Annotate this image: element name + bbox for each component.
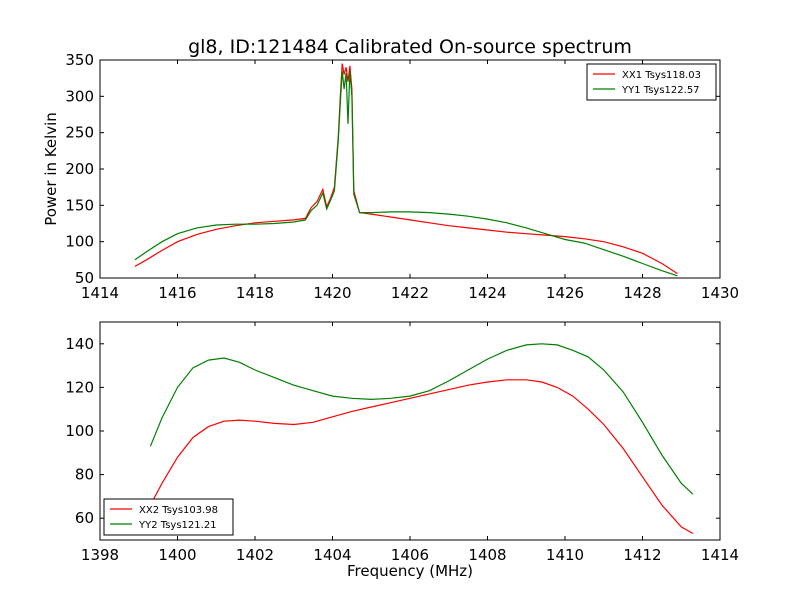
top-x-tick-label: 1430 [701,284,739,302]
bottom-legend-box [103,498,234,536]
top-y-tick-label: 100 [65,233,94,251]
top-y-axis-label: Power in Kelvin [42,112,60,226]
bottom-x-tick-label: 1412 [623,546,661,564]
top-y-tick-label: 250 [65,124,94,142]
bottom-legend-label-1: XX2 Tsys103.98 [139,505,218,516]
top-x-tick-label: 1428 [623,284,661,302]
bottom-y-tick-label: 100 [65,422,94,440]
bottom-y-tick-label: 80 [75,466,94,484]
top-y-tick-label: 300 [65,87,94,105]
top-chart-title: gl8, ID:121484 Calibrated On-source spec… [188,36,632,58]
top-y-tick-label: 200 [65,160,94,178]
bottom-series-line-2 [149,343,694,495]
top-x-tick-label: 1416 [158,284,196,302]
top-legend-box [586,63,717,101]
bottom-x-tick-label: 1414 [701,546,739,564]
top-y-tick-label: 50 [75,269,94,287]
top-y-tick-label: 150 [65,196,94,214]
bottom-legend-label-2: YY2 Tsys121.21 [138,520,217,531]
bottom-x-axis-label: Frequency (MHz) [347,562,473,580]
top-x-tick-label: 1424 [468,284,506,302]
top-y-tick-label: 350 [65,51,94,69]
top-series-line-1 [134,63,678,275]
top-x-tick-label: 1422 [391,284,429,302]
top-x-tick-label: 1418 [236,284,274,302]
bottom-legend: XX2 Tsys103.98 YY2 Tsys121.21 [103,498,234,536]
bottom-y-tick-label: 140 [65,335,94,353]
bottom-x-tick-label: 1398 [81,546,119,564]
bottom-y-tick-label: 120 [65,378,94,396]
bottom-x-tick-label: 1402 [236,546,274,564]
top-plot-area: 1414 1416 1418 1420 1422 1424 1426 1428 1430 50 10… [65,51,739,302]
top-series-line-2 [134,70,678,277]
bottom-x-tick-label: 1406 [391,546,429,564]
top-legend: XX1 Tsys118.03 YY1 Tsys122.57 [586,63,717,101]
bottom-x-tick-label: 1404 [313,546,351,564]
top-x-tick-label: 1426 [546,284,584,302]
top-panel: gl8, ID:121484 Calibrated On-source spec… [42,36,739,302]
top-x-tick-label: 1414 [81,284,119,302]
bottom-panel: Frequency (MHz) 1398 1400 1402 1404 1406 1408… [65,321,739,580]
bottom-series-line-1 [149,379,694,535]
bottom-x-tick-label: 1400 [158,546,196,564]
bottom-x-tick-label: 1410 [546,546,584,564]
bottom-x-tick-label: 1408 [468,546,506,564]
top-x-tick-label: 1420 [313,284,351,302]
top-legend-label-2: YY1 Tsys122.57 [621,85,700,96]
bottom-y-tick-label: 60 [75,509,94,527]
top-legend-label-1: XX1 Tsys118.03 [622,70,701,81]
bottom-plot-area: 1398 1400 1402 1404 1406 1408 1410 1412 1414 60 80… [65,321,739,564]
